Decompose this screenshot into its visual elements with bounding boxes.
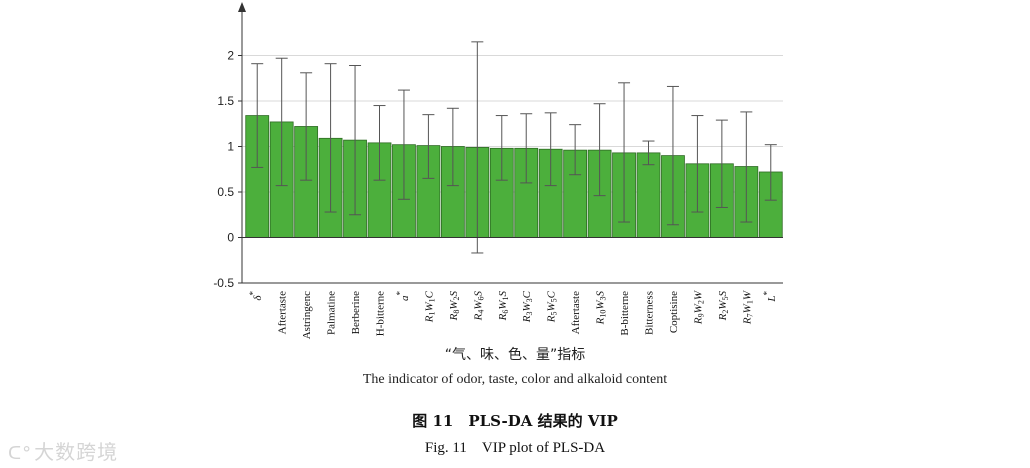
figure-caption-english: Fig. 11 VIP plot of PLS-DA: [424, 440, 606, 456]
x-tick-label-8: R8W2S: [448, 291, 461, 322]
bars: [245, 115, 783, 238]
x-tick-label-18: R9W2W: [692, 290, 705, 325]
figure-caption-chinese: 图 11 PLS-DA 结果的 VIP: [412, 412, 618, 430]
x-tick-label-13: Aftertaste: [570, 291, 582, 334]
x-tick-label-10: R6W1S: [497, 291, 510, 322]
x-tick-label-0: δ*: [248, 291, 264, 301]
x-tick-label-14: R10W3S: [595, 291, 608, 326]
x-tick-label-4: Berberine: [350, 291, 362, 334]
bar-16: [636, 152, 661, 238]
vip-bar-chart: -0.5 0 0.5 1 1.5 2 δ* Aftertaste Astringenc Palm…: [213, 2, 783, 339]
x-tick-label-11: R3W3C: [521, 290, 534, 323]
error-bars: [251, 41, 777, 254]
x-tick-label-21: L*: [762, 291, 778, 303]
x-tick-label-17: Coptisine: [668, 291, 680, 333]
x-tick-label-1: Aftertaste: [277, 291, 289, 334]
y-tick-label: 1.5: [217, 94, 234, 108]
x-tick-label-19: R2W5S: [717, 291, 730, 322]
x-tick-label-16: Bitterness: [644, 291, 656, 335]
x-tick-label-2: Astringenc: [301, 291, 313, 339]
x-tick-label-7: R1W1C: [423, 290, 436, 323]
y-axis-arrow-icon: [238, 2, 246, 12]
axes: [238, 2, 783, 284]
x-tick-labels: δ* Aftertaste Astringenc Palmatine Berberine…: [248, 290, 778, 339]
y-ticks: -0.5 0 0.5 1 1.5 2: [213, 49, 242, 290]
x-tick-label-20: R7W1W: [741, 290, 754, 325]
y-tick-label: 1: [227, 140, 234, 154]
y-tick-label: 2: [227, 49, 234, 63]
x-tick-label-9: R4W6S: [472, 291, 485, 322]
y-tick-label: 0: [227, 231, 234, 245]
x-tick-label-12: R5W5C: [546, 290, 559, 323]
watermark-logo-icon: ᑕ°: [8, 443, 33, 464]
x-tick-label-15: B-bitterne: [619, 291, 631, 336]
x-axis-label-chinese: “气、味、色、量”指标: [444, 347, 586, 363]
y-tick-label: -0.5: [213, 276, 234, 290]
watermark-text: 大数跨境: [34, 440, 119, 464]
x-tick-label-5: H-bitterne: [375, 291, 387, 336]
y-tick-label: 0.5: [217, 185, 234, 199]
x-axis-label-english: The indicator of odor, taste, color and …: [362, 372, 668, 387]
watermark: ᑕ° 大数跨境: [8, 436, 118, 465]
x-tick-label-3: Palmatine: [326, 291, 338, 335]
x-tick-label-6: a*: [395, 291, 411, 302]
